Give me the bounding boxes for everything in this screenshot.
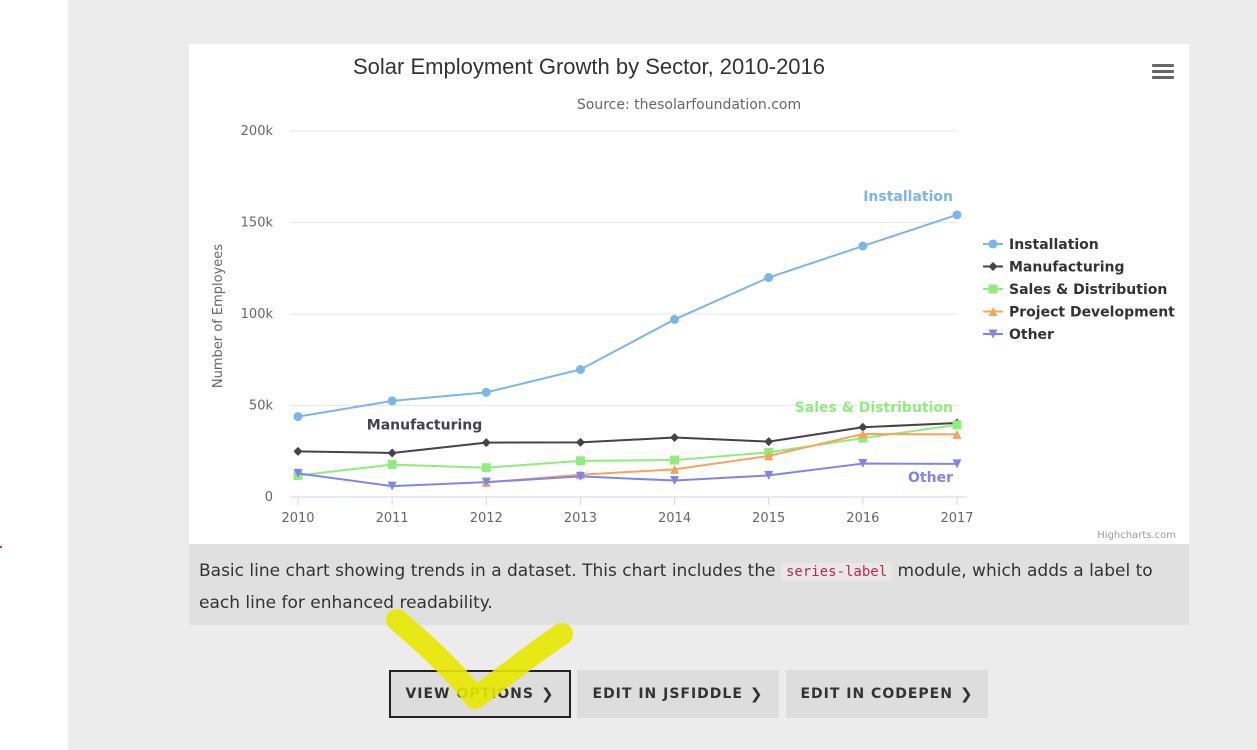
code-snippet: series-label <box>780 563 893 581</box>
data-point-project-development <box>764 451 774 461</box>
legend-marker <box>988 262 998 271</box>
x-tick-label: 2011 <box>376 511 409 526</box>
data-point-other <box>952 459 962 469</box>
chevron-right-icon: ❯ <box>749 685 764 703</box>
chart-container: Solar Employment Growth by Sector, 2010-… <box>189 44 1189 544</box>
data-point-project-development <box>858 429 868 439</box>
data-point-installation <box>858 241 868 251</box>
chevron-right-icon: ❯ <box>959 685 974 703</box>
x-tick-label: 2012 <box>470 511 503 526</box>
legend-marker <box>988 239 998 249</box>
data-point-manufacturing <box>575 437 585 447</box>
data-point-sales-distribution <box>481 463 491 473</box>
x-tick-label: 2010 <box>281 511 314 526</box>
caption-text-1: Basic line chart showing trends in a dat… <box>199 561 781 581</box>
edit-jsfiddle-label: EDIT IN JSFIDDLE <box>592 686 743 702</box>
data-point-manufacturing <box>858 422 868 432</box>
data-point-other <box>764 470 774 480</box>
left-margin <box>0 0 68 750</box>
edit-codepen-label: EDIT IN CODEPEN <box>800 686 953 702</box>
view-options-button[interactable]: VIEW OPTIONS ❯ <box>389 670 571 718</box>
data-point-installation <box>952 210 962 220</box>
legend-item[interactable]: Project Development <box>1009 305 1175 321</box>
menu-bar <box>1152 70 1174 73</box>
series-line-sales-distribution <box>297 423 958 477</box>
data-point-other <box>670 476 680 486</box>
legend-item[interactable]: Manufacturing <box>1009 260 1125 276</box>
caption-text-2: module, which adds a label to each line … <box>199 561 1153 613</box>
series-label: Manufacturing <box>367 418 483 434</box>
data-point-manufacturing <box>387 448 397 458</box>
chart-title: Solar Employment Growth by Sector, 2010-… <box>353 54 825 79</box>
y-tick-label: 200k <box>241 124 274 139</box>
data-point-installation <box>575 365 585 375</box>
data-point-sales-distribution <box>387 460 397 470</box>
data-point-installation <box>387 396 397 406</box>
x-tick-label: 2016 <box>846 511 879 526</box>
data-point-other <box>575 471 585 481</box>
y-axis-title: Number of Employees <box>211 244 226 388</box>
x-tick-label: 2017 <box>940 511 973 526</box>
data-point-other <box>481 477 491 487</box>
data-point-project-development <box>952 429 962 439</box>
chart-menu-icon[interactable] <box>1152 62 1174 82</box>
marker-dot <box>0 546 2 548</box>
x-tick-label: 2014 <box>658 511 691 526</box>
edit-in-codepen-button[interactable]: EDIT IN CODEPEN ❯ <box>786 670 988 718</box>
data-point-manufacturing <box>670 433 680 443</box>
edit-in-jsfiddle-button[interactable]: EDIT IN JSFIDDLE ❯ <box>577 670 779 718</box>
legend-item[interactable]: Other <box>1009 327 1054 343</box>
series-line-project-development <box>486 433 958 484</box>
legend-marker <box>988 307 998 316</box>
x-tick-label: 2015 <box>752 511 785 526</box>
data-point-project-development <box>670 464 680 474</box>
legend-item[interactable]: Sales & Distribution <box>1009 282 1167 298</box>
chart-svg: Solar Employment Growth by Sector, 2010-… <box>211 54 1176 541</box>
legend-item[interactable]: Installation <box>1009 237 1099 253</box>
data-point-sales-distribution <box>670 455 680 465</box>
chart-credits[interactable]: Highcharts.com <box>1097 530 1176 541</box>
legend-marker <box>988 284 998 294</box>
series-label: Installation <box>863 189 953 205</box>
y-tick-label: 50k <box>249 399 274 414</box>
data-point-manufacturing <box>481 438 491 448</box>
data-point-sales-distribution <box>575 456 585 466</box>
data-point-other <box>293 468 303 478</box>
chevron-right-icon: ❯ <box>540 685 555 703</box>
data-point-sales-distribution <box>952 420 962 430</box>
chart-description: Basic line chart showing trends in a dat… <box>189 544 1189 625</box>
y-tick-label: 0 <box>265 490 273 505</box>
data-point-manufacturing <box>293 446 303 456</box>
data-point-other <box>387 481 397 491</box>
legend-marker <box>988 329 998 339</box>
data-point-installation <box>670 314 680 324</box>
y-tick-label: 100k <box>241 307 274 322</box>
data-point-other <box>858 459 868 469</box>
series-line-other <box>297 462 958 488</box>
data-point-installation <box>293 412 303 422</box>
series-label: Other <box>908 470 953 486</box>
chart-subtitle: Source: thesolarfoundation.com <box>577 97 801 113</box>
y-tick-label: 150k <box>241 216 274 231</box>
menu-bar <box>1152 76 1174 79</box>
view-options-label: VIEW OPTIONS <box>405 686 534 702</box>
series-label: Sales & Distribution <box>795 400 953 416</box>
data-point-installation <box>764 273 774 283</box>
data-point-installation <box>481 387 491 397</box>
series-line-installation <box>297 213 958 418</box>
menu-bar <box>1152 64 1174 67</box>
series-line-manufacturing <box>297 422 958 454</box>
data-point-manufacturing <box>764 437 774 447</box>
x-tick-label: 2013 <box>564 511 597 526</box>
